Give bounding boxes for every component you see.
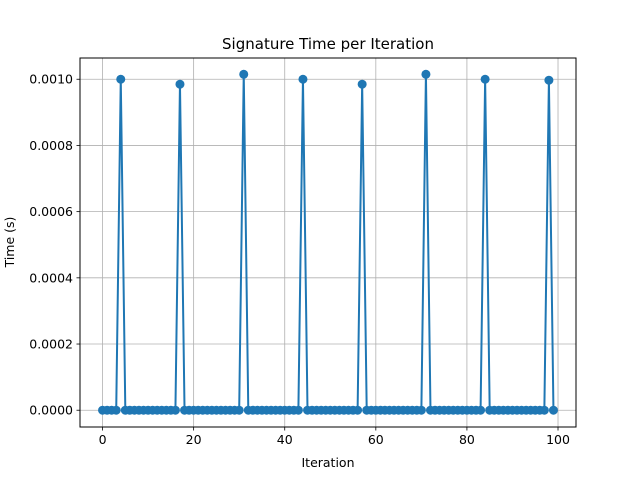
x-tick-label: 0 — [99, 432, 107, 447]
data-point-marker — [416, 405, 426, 415]
y-axis-ticks: 0.0000 0.0002 0.0004 0.0006 0.0008 0.0010 — [29, 72, 80, 418]
x-tick-label: 100 — [546, 432, 570, 447]
data-point-marker — [548, 405, 558, 415]
y-tick-label: 0.0010 — [29, 72, 73, 87]
data-point-marker — [298, 74, 308, 84]
x-tick-label: 60 — [368, 432, 384, 447]
data-point-marker — [544, 75, 554, 85]
data-point-marker — [116, 74, 126, 84]
chart-title: Signature Time per Iteration — [222, 35, 434, 53]
data-point-marker — [239, 69, 249, 79]
series-marker-layer — [98, 69, 558, 415]
data-point-marker — [357, 79, 367, 89]
data-point-marker — [234, 405, 244, 415]
x-tick-label: 20 — [186, 432, 202, 447]
data-point-marker — [539, 405, 549, 415]
grid-lines — [80, 58, 576, 427]
data-point-marker — [476, 405, 486, 415]
data-point-marker — [175, 79, 185, 89]
y-tick-label: 0.0002 — [29, 337, 73, 352]
y-tick-label: 0.0008 — [29, 138, 73, 153]
y-tick-label: 0.0006 — [29, 204, 73, 219]
data-point-marker — [111, 405, 121, 415]
x-axis-label: Iteration — [301, 455, 354, 470]
data-point-marker — [353, 405, 363, 415]
y-tick-label: 0.0004 — [29, 270, 73, 285]
data-point-marker — [421, 69, 431, 79]
y-tick-label: 0.0000 — [29, 403, 73, 418]
y-axis-label: Time (s) — [2, 217, 17, 269]
data-point-marker — [293, 405, 303, 415]
plot-area-frame — [79, 57, 577, 428]
x-axis-ticks: 0 20 40 60 80 100 — [99, 427, 570, 447]
data-point-marker — [480, 74, 490, 84]
data-point-marker — [170, 405, 180, 415]
x-tick-label: 80 — [459, 432, 475, 447]
x-tick-label: 40 — [277, 432, 293, 447]
